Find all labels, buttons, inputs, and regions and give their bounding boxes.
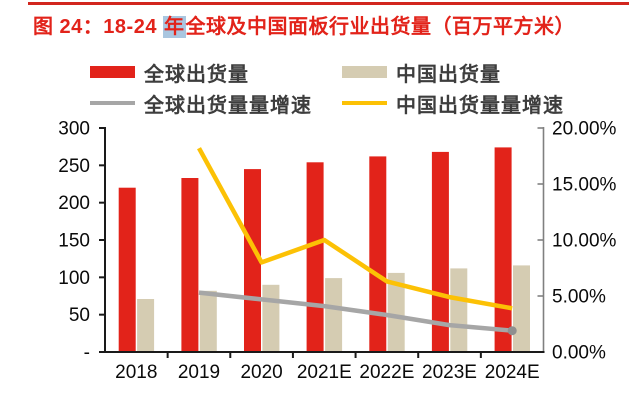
bar-global-shipments-2018 (118, 187, 136, 352)
right-axis-label: 5.00% (552, 287, 606, 308)
bar-china-shipments-2019 (199, 290, 217, 352)
bar-china-shipments-2021E (325, 278, 343, 352)
bar-china-shipments-2022E (387, 272, 405, 352)
top-red-rule (28, 2, 629, 5)
bar-global-shipments-2020 (244, 169, 261, 352)
left-axis-label: - (84, 343, 90, 364)
right-axis-label: 10.00% (552, 231, 617, 252)
line-china-growth (197, 147, 513, 311)
left-axis-label: 100 (58, 268, 90, 289)
bar-global-shipments-2019 (181, 178, 199, 352)
right-axis-label: 15.00% (552, 175, 617, 196)
global-growth-swatch-icon (90, 101, 135, 105)
x-axis-label-2024E: 2024E (485, 362, 540, 383)
legend-label: 中国出货量量增速 (396, 94, 564, 117)
left-axis-label: 200 (58, 193, 90, 214)
bar-china-shipments-2024E (513, 265, 530, 352)
china-shipments-swatch-icon (342, 66, 387, 78)
right-axis-label: 0.00% (552, 343, 606, 364)
title-highlighted-char: 年 (163, 16, 186, 38)
legend-label: 中国出货量 (396, 63, 501, 86)
title-prefix: 图 24：18-24 (33, 16, 164, 38)
bar-china-shipments-2023E (450, 268, 468, 352)
left-axis-label: 250 (58, 156, 90, 177)
bar-global-shipments-2022E (369, 156, 387, 352)
left-axis-label: 300 (58, 119, 90, 140)
x-axis-label-2022E: 2022E (359, 362, 414, 383)
china-growth-swatch-icon (342, 101, 387, 105)
x-axis-label-2023E: 2023E (422, 362, 477, 383)
legend-item-global-growth: 全球出货量量增速 (90, 92, 312, 117)
line-global-growth (198, 290, 513, 333)
legend-item-global-shipments: 全球出货量 (90, 61, 249, 86)
right-axis-label: 20.00% (552, 119, 617, 140)
left-axis-label: 150 (58, 231, 90, 252)
bar-global-shipments-2023E (431, 151, 449, 352)
global-shipments-swatch-icon (90, 66, 135, 78)
x-axis-label-2021E: 2021E (297, 362, 352, 383)
page-title: 图 24：18-24 年全球及中国面板行业出货量（百万平方米） (33, 10, 575, 39)
x-axis-label-2019: 2019 (178, 362, 220, 383)
legend-label: 全球出货量量增速 (144, 94, 312, 117)
left-axis-label: 50 (69, 305, 90, 326)
bar-china-shipments-2020 (262, 284, 280, 352)
x-axis-label-2018: 2018 (115, 362, 157, 383)
legend-label: 全球出货量 (144, 63, 249, 86)
bar-global-shipments-2024E (494, 147, 512, 352)
bar-global-shipments-2021E (306, 162, 324, 352)
legend-item-china-growth: 中国出货量量增速 (342, 92, 564, 117)
bar-china-shipments-2018 (137, 299, 155, 352)
x-axis-label-2020: 2020 (240, 362, 282, 383)
line-global-growth-end-marker (507, 326, 517, 336)
title-suffix: 全球及中国面板行业出货量（百万平方米） (185, 16, 576, 38)
legend-item-china-shipments: 中国出货量 (342, 61, 501, 86)
